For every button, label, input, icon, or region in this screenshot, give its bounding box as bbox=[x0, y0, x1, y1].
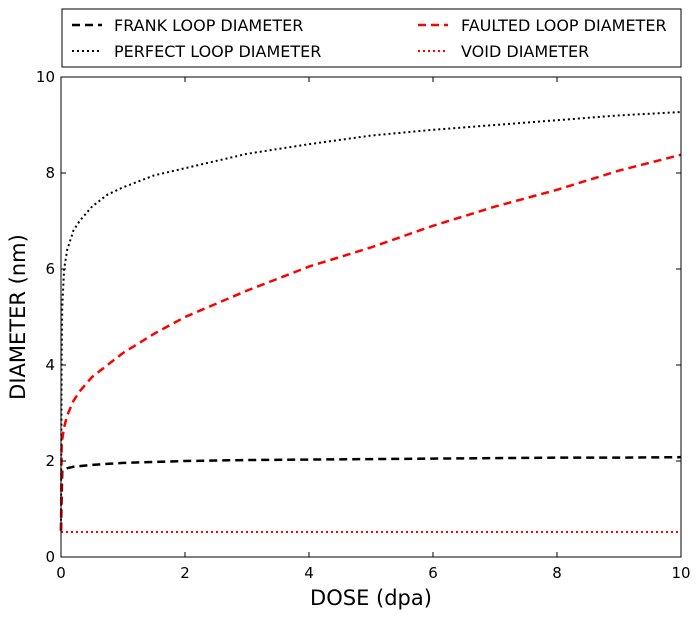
plot-frame bbox=[60, 76, 682, 558]
x-tick-label: 10 bbox=[671, 564, 690, 582]
series-layer bbox=[59, 111, 682, 534]
legend-label-frank: FRANK LOOP DIAMETER bbox=[114, 16, 303, 35]
series-line-perfect bbox=[60, 111, 682, 531]
x-tick-label: 6 bbox=[428, 564, 438, 582]
tick-layer: 0 2 4 6 8 10 0 2 4 6 8 10 bbox=[36, 68, 691, 582]
legend-label-perfect: PERFECT LOOP DIAMETER bbox=[114, 42, 321, 61]
x-tick-label: 4 bbox=[304, 564, 314, 582]
x-tick-label: 8 bbox=[552, 564, 562, 582]
y-tick-label: 4 bbox=[45, 356, 55, 374]
y-tick-label: 0 bbox=[45, 548, 55, 566]
y-tick-label: 2 bbox=[45, 452, 55, 470]
x-tick-label: 0 bbox=[56, 564, 66, 582]
y-tick-label: 8 bbox=[45, 164, 55, 182]
legend: FRANK LOOP DIAMETER PERFECT LOOP DIAMETE… bbox=[61, 8, 682, 68]
x-axis-label: DOSE (dpa) bbox=[310, 586, 432, 610]
x-tick-label: 2 bbox=[180, 564, 190, 582]
series-line-faulted bbox=[59, 153, 682, 531]
series-line-frank bbox=[59, 455, 682, 531]
y-tick-label: 10 bbox=[36, 68, 55, 86]
y-axis-label: DIAMETER (nm) bbox=[6, 234, 30, 400]
y-tick-label: 6 bbox=[45, 260, 55, 278]
legend-label-faulted: FAULTED LOOP DIAMETER bbox=[461, 16, 667, 35]
legend-frame bbox=[61, 8, 682, 68]
legend-label-void: VOID DIAMETER bbox=[461, 42, 589, 61]
